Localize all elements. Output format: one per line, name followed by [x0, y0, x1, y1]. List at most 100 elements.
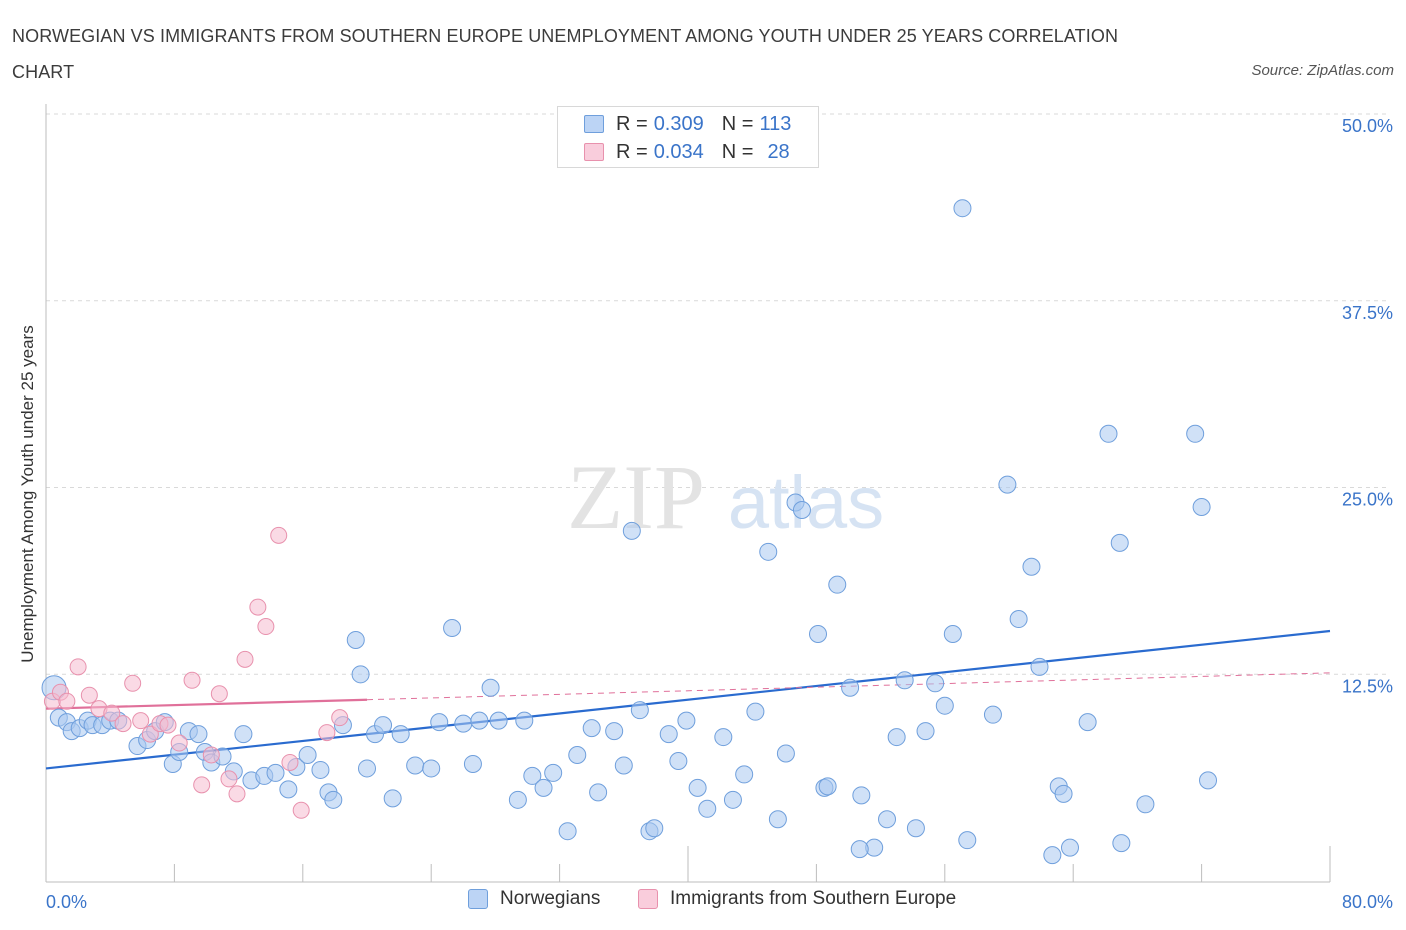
- point-norwegians: [324, 790, 343, 809]
- point-immigrants: [270, 526, 288, 544]
- point-norwegians: [878, 810, 897, 829]
- legend-swatch-blue: [468, 889, 488, 909]
- point-immigrants: [159, 716, 177, 734]
- point-immigrants: [228, 785, 246, 803]
- point-norwegians: [887, 728, 906, 747]
- y-tick-label: 50.0%: [1342, 116, 1393, 136]
- point-norwegians: [792, 500, 811, 519]
- point-norwegians: [374, 716, 393, 735]
- point-norwegians: [346, 630, 365, 649]
- point-norwegians: [454, 714, 473, 733]
- point-norwegians: [953, 199, 972, 218]
- point-norwegians: [430, 713, 449, 732]
- y-tick-label: 25.0%: [1342, 490, 1393, 510]
- point-norwegians: [1199, 771, 1218, 790]
- point-immigrants: [292, 801, 310, 819]
- legend-item-immigrants[interactable]: Immigrants from Southern Europe: [638, 888, 956, 910]
- legend-row-norwegians: R = 0.309 N = 113: [584, 112, 791, 136]
- point-norwegians: [828, 575, 847, 594]
- legend-item-norwegians[interactable]: Norwegians: [468, 888, 600, 910]
- point-norwegians: [1060, 838, 1079, 857]
- point-norwegians: [568, 745, 587, 764]
- point-norwegians: [916, 722, 935, 741]
- point-norwegians: [1054, 784, 1073, 803]
- point-immigrants: [318, 724, 336, 742]
- point-norwegians: [422, 759, 441, 778]
- watermark: ZIP atlas: [567, 446, 884, 548]
- legend-item-label: Norwegians: [500, 888, 601, 909]
- point-immigrants: [210, 685, 228, 703]
- point-norwegians: [534, 778, 553, 797]
- y-tick-label: 12.5%: [1342, 676, 1393, 696]
- point-norwegians: [614, 756, 633, 775]
- point-norwegians: [1043, 846, 1062, 865]
- point-norwegians: [234, 725, 253, 744]
- point-norwegians: [406, 756, 425, 775]
- y-axis-title: Unemployment Among Youth under 25 years: [18, 325, 37, 662]
- legend-n-label: N =: [721, 112, 754, 135]
- point-norwegians: [443, 619, 462, 638]
- trendline-norwegians: [45, 629, 1331, 770]
- legend-r-value: 0.309: [653, 112, 704, 135]
- point-norwegians: [714, 728, 733, 747]
- x-tick-label: 0.0%: [46, 892, 87, 912]
- legend-row-immigrants: R = 0.034 N = 28: [584, 140, 790, 164]
- tick-labels: 12.5% 25.0% 37.5% 50.0% 0.0% 80.0%: [46, 116, 1393, 912]
- point-norwegians: [1030, 657, 1049, 676]
- point-norwegians: [1099, 424, 1118, 443]
- trend-lines: [45, 629, 1331, 770]
- point-norwegians: [906, 819, 925, 838]
- point-norwegians: [935, 696, 954, 715]
- legend-swatch-pink: [638, 889, 658, 909]
- point-norwegians: [1192, 497, 1211, 516]
- point-norwegians: [1186, 424, 1205, 443]
- point-immigrants: [103, 704, 121, 722]
- point-immigrants: [193, 776, 211, 794]
- point-norwegians: [515, 711, 534, 730]
- point-norwegians: [746, 702, 765, 721]
- point-norwegians: [582, 719, 601, 738]
- point-immigrants: [257, 618, 275, 636]
- point-norwegians: [1078, 713, 1097, 732]
- point-norwegians: [358, 759, 376, 778]
- legend-swatch-pink: [584, 143, 604, 161]
- point-immigrants: [80, 686, 98, 704]
- point-immigrants: [202, 746, 220, 764]
- point-norwegians: [544, 763, 563, 782]
- point-norwegians: [1110, 533, 1129, 552]
- point-norwegians: [481, 678, 500, 697]
- point-immigrants: [170, 734, 188, 752]
- point-immigrants: [249, 598, 267, 616]
- point-norwegians: [776, 744, 795, 763]
- grid-lines: [46, 113, 1390, 675]
- point-immigrants: [141, 725, 159, 743]
- legend-r-value: 0.034: [653, 140, 704, 163]
- point-norwegians: [489, 711, 508, 730]
- point-norwegians: [688, 778, 707, 797]
- point-immigrants: [124, 674, 142, 692]
- legend-r-label: R =: [616, 140, 648, 163]
- data-points: [41, 199, 1218, 865]
- axes: [45, 104, 1331, 883]
- point-norwegians: [958, 831, 977, 850]
- point-norwegians: [809, 624, 828, 643]
- point-norwegians: [852, 786, 871, 805]
- correlation-legend: R = 0.309 N = 113 R = 0.034 N = 28: [557, 106, 819, 168]
- point-immigrants: [220, 770, 238, 788]
- chart-title: NORWEGIAN VS IMMIGRANTS FROM SOUTHERN EU…: [12, 26, 1119, 82]
- point-immigrants: [58, 692, 76, 710]
- point-immigrants: [236, 650, 254, 668]
- point-norwegians: [735, 765, 754, 784]
- point-immigrants: [183, 671, 201, 689]
- point-immigrants: [69, 658, 87, 676]
- point-norwegians: [1112, 834, 1131, 853]
- point-immigrants: [331, 709, 349, 727]
- point-norwegians: [659, 725, 678, 744]
- source-label: Source: ZipAtlas.com: [1251, 62, 1394, 79]
- point-norwegians: [759, 542, 778, 561]
- point-norwegians: [266, 763, 285, 782]
- legend-n-value: 113: [759, 112, 792, 135]
- point-norwegians: [926, 674, 945, 693]
- legend-n-value: 28: [767, 140, 790, 163]
